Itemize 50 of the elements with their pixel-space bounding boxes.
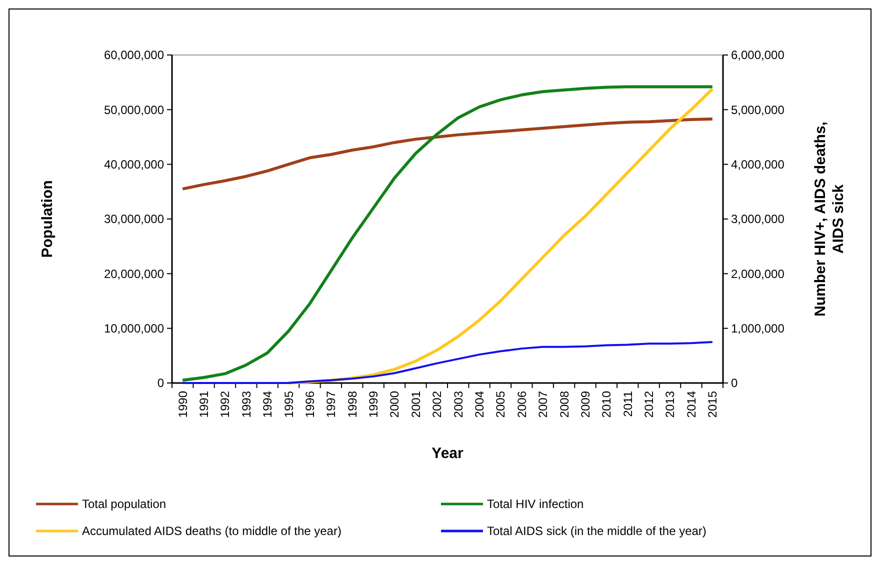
y2-tick-label: 3,000,000: [731, 212, 785, 226]
y-tick-label: 50,000,000: [104, 102, 164, 117]
x-tick-label: 2000: [388, 390, 402, 418]
x-tick-label: 2005: [494, 390, 508, 418]
legend-label: Total AIDS sick (in the middle of the year): [487, 524, 706, 538]
x-tick-label: 1996: [302, 390, 317, 418]
line-series: [181, 85, 714, 382]
x-tick-label: 1993: [239, 390, 254, 418]
y-tick-label: 40,000,000: [104, 158, 164, 172]
y2-tick-label: 0: [731, 376, 738, 390]
x-tick-label: 1990: [176, 390, 190, 418]
x-tick-label: 2013: [663, 390, 678, 418]
x-tick-label: 2011: [620, 390, 635, 417]
x-tick-label: 1995: [282, 390, 296, 418]
line-series: [182, 341, 714, 384]
x-tick-label: 1998: [345, 390, 360, 418]
y-tick-label: 0: [157, 376, 164, 390]
y-tick-label: 20,000,000: [104, 266, 164, 281]
x-tick-label: 1991: [196, 390, 211, 418]
y-tick-label: 10,000,000: [104, 322, 164, 336]
x-tick-label: 2014: [684, 390, 698, 418]
x-tick-label: 2012: [642, 390, 656, 418]
line-series: [181, 117, 714, 190]
y-axis-title: Population: [39, 180, 56, 258]
y2-axis-title: Number HIV+, AIDS deaths, AIDS sick: [812, 122, 847, 316]
x-tick-label: 2001: [408, 390, 423, 418]
y-tick-label: 30,000,000: [104, 212, 164, 226]
x-tick-label: 2003: [451, 390, 466, 418]
x-tick-label: 2007: [536, 390, 550, 418]
legend-label: Total HIV infection: [487, 497, 584, 512]
x-tick-label: 2004: [472, 390, 486, 418]
x-tick-label: 1997: [324, 390, 338, 418]
y2-tick-label: 1,000,000: [731, 322, 785, 336]
x-tick-label: 2008: [557, 390, 572, 418]
legend-label: Accumulated AIDS deaths (to middle of the year): [82, 524, 342, 538]
y2-tick-label: 6,000,000: [731, 48, 785, 62]
x-tick-label: 2010: [600, 390, 614, 418]
x-tick-label: 2009: [578, 390, 592, 418]
legend-label: Total population: [82, 497, 166, 512]
x-axis-title: Year: [432, 445, 464, 462]
y2-tick-label: 2,000,000: [731, 266, 785, 281]
x-tick-label: 1992: [218, 390, 232, 418]
x-tick-label: 2002: [430, 390, 444, 418]
y2-tick-label: 4,000,000: [731, 158, 785, 172]
y-tick-label: 60,000,000: [104, 48, 164, 62]
y2-tick-label: 5,000,000: [731, 102, 785, 117]
x-tick-label: 1994: [260, 390, 275, 418]
x-tick-label: 1999: [366, 390, 381, 418]
x-tick-label: 2006: [514, 390, 529, 418]
x-tick-label: 2015: [706, 390, 720, 418]
